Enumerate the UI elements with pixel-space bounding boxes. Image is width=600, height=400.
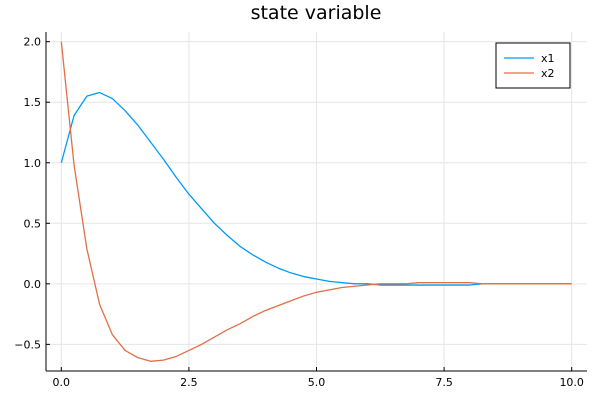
x-tick-label-2: 5.0 [308,376,326,389]
x-tick-label-0: 0.0 [53,376,71,389]
legend-label-x1: x1 [541,52,555,65]
chart-title: state variable [251,2,382,24]
y-tick-label-1: 0.0 [24,278,42,291]
x-tick-label-1: 2.5 [180,376,198,389]
y-tick-label-2: 0.5 [24,217,42,230]
y-tick-label-0: −0.5 [14,338,41,351]
legend-box [495,42,571,89]
y-tick-label-5: 2.0 [24,36,42,49]
y-tick-label-4: 1.5 [24,96,42,109]
series-layer [60,41,572,362]
grid [46,32,587,371]
series-line-x2 [60,41,572,362]
legend-label-x2: x2 [541,67,555,80]
x-tick-label-3: 7.5 [435,376,453,389]
y-tick-label-3: 1.0 [24,157,42,170]
axes: 0.0 2.5 5.0 7.5 10.0 −0.5 0.0 0.5 1.0 1.5 2.0 [14,32,587,389]
x-tick-label-4: 10.0 [559,376,584,389]
